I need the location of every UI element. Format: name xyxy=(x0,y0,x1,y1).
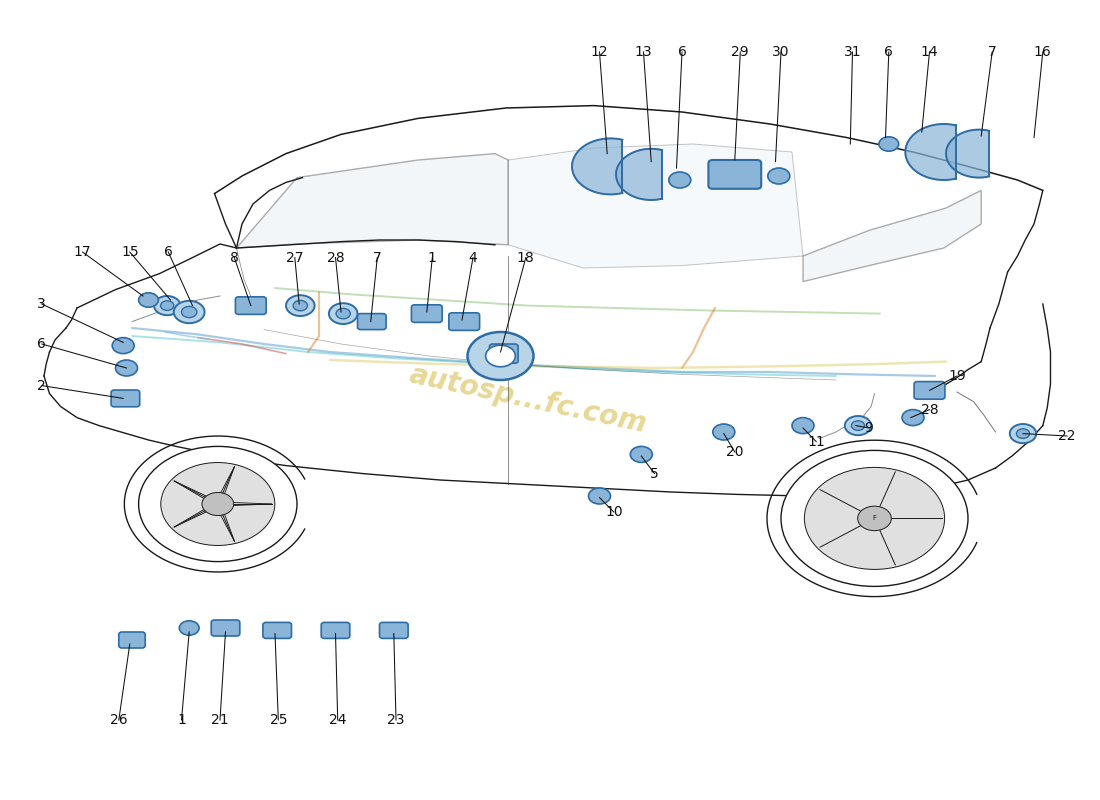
Text: 29: 29 xyxy=(732,45,749,59)
Polygon shape xyxy=(946,130,989,178)
Text: F: F xyxy=(872,515,877,522)
Circle shape xyxy=(1016,429,1030,438)
Circle shape xyxy=(858,506,891,530)
Circle shape xyxy=(851,421,865,430)
FancyBboxPatch shape xyxy=(449,313,480,330)
Text: 14: 14 xyxy=(921,45,938,59)
Text: 1: 1 xyxy=(428,250,437,265)
Text: 12: 12 xyxy=(591,45,608,59)
Text: 7: 7 xyxy=(373,250,382,265)
Text: 10: 10 xyxy=(605,505,623,519)
Text: 20: 20 xyxy=(726,445,744,459)
Polygon shape xyxy=(236,154,508,248)
Text: 5: 5 xyxy=(650,466,659,481)
Polygon shape xyxy=(803,190,981,282)
FancyBboxPatch shape xyxy=(379,622,408,638)
Circle shape xyxy=(139,446,297,562)
Text: 6: 6 xyxy=(884,45,893,59)
Text: 21: 21 xyxy=(211,713,229,727)
Text: 6: 6 xyxy=(37,337,46,351)
Polygon shape xyxy=(572,138,623,194)
FancyBboxPatch shape xyxy=(914,382,945,399)
Text: 28: 28 xyxy=(327,250,344,265)
Text: autosp...fc.com: autosp...fc.com xyxy=(407,361,649,439)
FancyBboxPatch shape xyxy=(211,620,240,636)
Circle shape xyxy=(781,450,968,586)
Circle shape xyxy=(161,301,174,310)
FancyBboxPatch shape xyxy=(358,314,386,330)
FancyBboxPatch shape xyxy=(111,390,140,406)
FancyBboxPatch shape xyxy=(708,160,761,189)
Text: 4: 4 xyxy=(469,250,477,265)
Circle shape xyxy=(182,306,197,318)
Circle shape xyxy=(902,410,924,426)
Circle shape xyxy=(329,303,358,324)
Text: 6: 6 xyxy=(678,45,686,59)
Circle shape xyxy=(713,424,735,440)
Polygon shape xyxy=(508,144,803,268)
Circle shape xyxy=(286,295,315,316)
Text: 9: 9 xyxy=(865,421,873,435)
Text: 25: 25 xyxy=(270,713,287,727)
FancyBboxPatch shape xyxy=(263,622,292,638)
Circle shape xyxy=(630,446,652,462)
Circle shape xyxy=(879,137,899,151)
Circle shape xyxy=(804,467,945,570)
FancyBboxPatch shape xyxy=(119,632,145,648)
Circle shape xyxy=(337,309,350,318)
Text: 11: 11 xyxy=(807,434,825,449)
Circle shape xyxy=(154,296,180,315)
FancyBboxPatch shape xyxy=(235,297,266,314)
Text: 6: 6 xyxy=(164,245,173,259)
Text: 28: 28 xyxy=(921,402,938,417)
Text: 1: 1 xyxy=(177,713,186,727)
Text: 8: 8 xyxy=(230,250,239,265)
Circle shape xyxy=(112,338,134,354)
Text: 24: 24 xyxy=(329,713,346,727)
Text: 17: 17 xyxy=(74,245,91,259)
Text: 26: 26 xyxy=(110,713,128,727)
Circle shape xyxy=(588,488,610,504)
Polygon shape xyxy=(905,124,956,180)
Text: 18: 18 xyxy=(517,250,535,265)
Text: 27: 27 xyxy=(286,250,304,265)
Circle shape xyxy=(179,621,199,635)
Circle shape xyxy=(293,301,307,310)
Circle shape xyxy=(468,332,534,380)
Circle shape xyxy=(116,360,138,376)
Circle shape xyxy=(161,462,275,546)
FancyBboxPatch shape xyxy=(321,622,350,638)
Circle shape xyxy=(768,168,790,184)
Circle shape xyxy=(1010,424,1036,443)
Text: 13: 13 xyxy=(635,45,652,59)
Circle shape xyxy=(845,416,871,435)
Circle shape xyxy=(792,418,814,434)
Text: 16: 16 xyxy=(1034,45,1052,59)
Polygon shape xyxy=(616,149,662,200)
Text: 22: 22 xyxy=(1058,429,1076,443)
Circle shape xyxy=(669,172,691,188)
Circle shape xyxy=(174,301,205,323)
Text: 23: 23 xyxy=(387,713,405,727)
Circle shape xyxy=(202,493,233,515)
Text: 15: 15 xyxy=(121,245,139,259)
Text: 7: 7 xyxy=(988,45,997,59)
Circle shape xyxy=(486,345,515,366)
Text: 31: 31 xyxy=(844,45,861,59)
Circle shape xyxy=(139,293,158,307)
Text: 3: 3 xyxy=(37,297,46,311)
Text: 19: 19 xyxy=(948,369,966,383)
Text: 30: 30 xyxy=(772,45,790,59)
FancyBboxPatch shape xyxy=(490,344,518,363)
Text: 2: 2 xyxy=(37,378,46,393)
FancyBboxPatch shape xyxy=(411,305,442,322)
